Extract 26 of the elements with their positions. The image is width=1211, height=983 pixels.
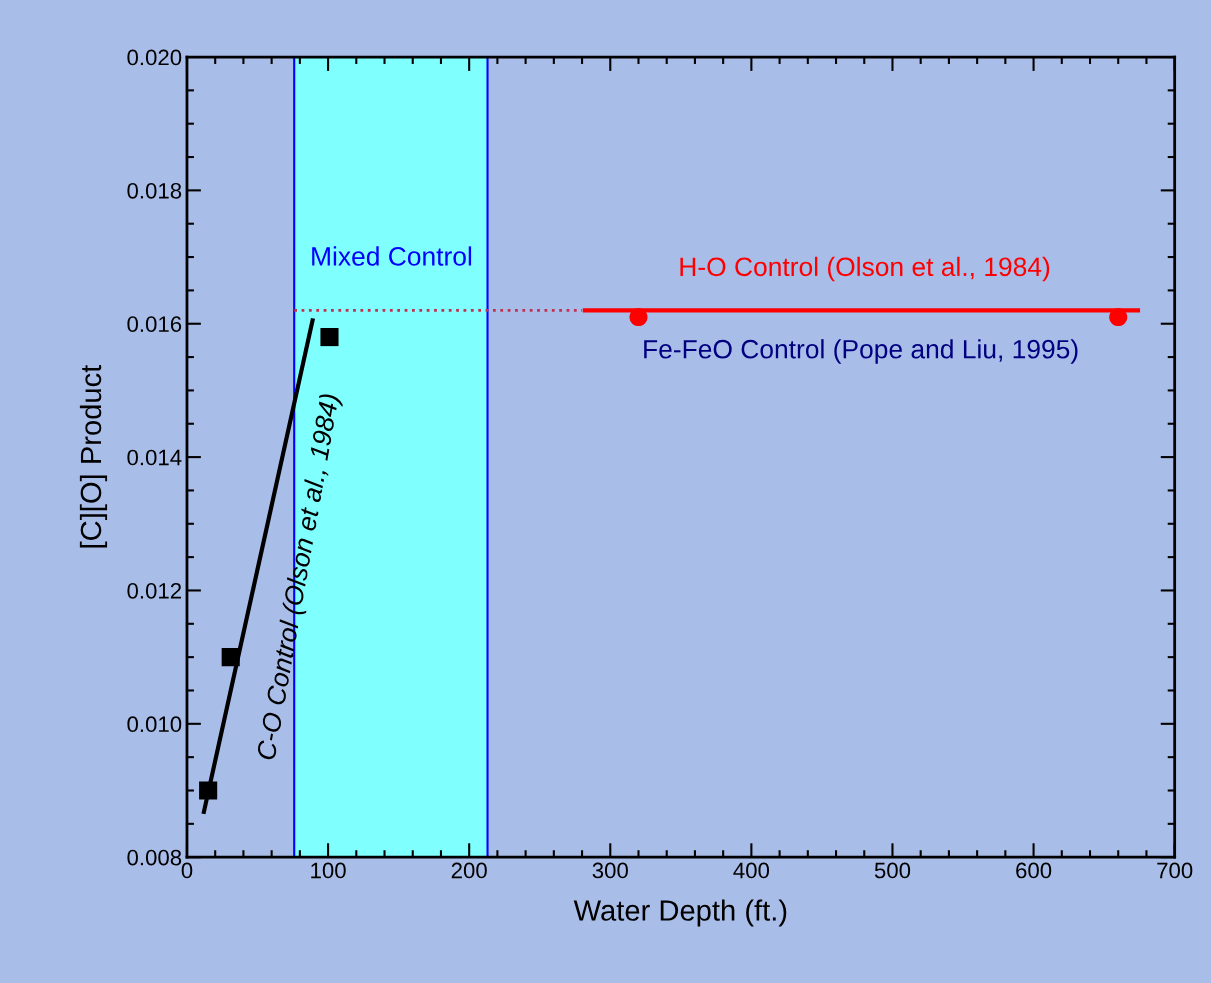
y-tick-label: 0.018 [127,182,182,199]
annotation: C-O Control (Olson et al., 1984) [255,393,345,762]
point [221,648,240,667]
y-tick-label: 0.012 [127,582,182,599]
x-tick-label: 100 [311,862,346,879]
x-tick-label: 500 [874,862,911,879]
annotation: Mixed Control [312,246,472,266]
point [1109,308,1128,327]
annotation: H-O Control (Olson et al., 1984) [680,256,1050,282]
point [199,781,218,800]
y-tick-label: 0.016 [127,316,182,333]
x-axis-title: Water Depth (ft.) [573,899,787,927]
y-tick-label: 0.014 [127,449,182,466]
x-tick-label: 400 [733,862,770,879]
x-tick-label: 700 [1157,862,1193,879]
annotation: Fe-FeO Control (Pope and Liu, 1995) [644,339,1078,364]
x-tick-label: 200 [451,862,487,879]
point [629,308,648,327]
y-tick-label: 0.010 [127,716,182,733]
y-tick-label: 0.008 [127,849,182,866]
y-tick-label: 0.020 [127,49,182,66]
point [320,328,339,347]
y-axis-title: [C][O] Product [79,364,108,548]
x-tick-label: 300 [592,862,628,879]
x-tick-label: 0 [181,862,193,879]
x-tick-label: 600 [1016,862,1052,879]
